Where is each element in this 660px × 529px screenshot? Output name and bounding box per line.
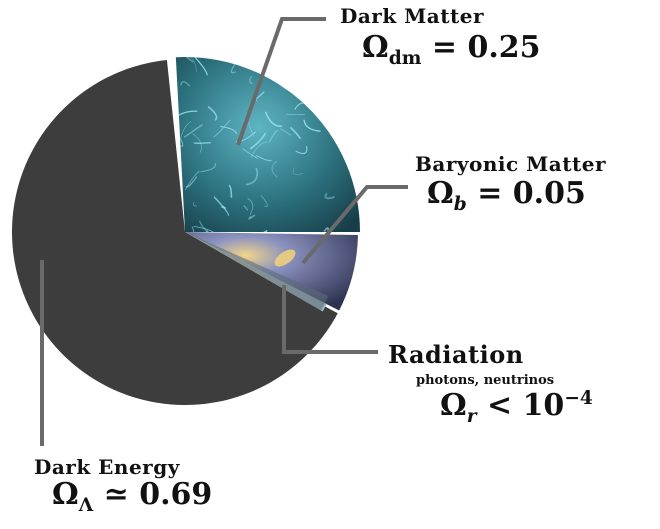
dm-filament (324, 192, 335, 200)
label-radiation: Radiation photons, neutrinos Ωr < 10−4 (388, 340, 593, 427)
dm-filament (303, 119, 321, 132)
dm-filament (213, 196, 230, 216)
dm-filament (228, 184, 233, 198)
dm-filament (186, 57, 197, 73)
dm-filament (220, 125, 238, 135)
dark-matter-name: Dark Matter (340, 4, 484, 28)
dm-filament (245, 167, 259, 186)
dm-filament (200, 163, 216, 173)
dm-filament (264, 111, 283, 127)
dm-filament (198, 220, 220, 233)
dm-filament (249, 132, 267, 150)
dark-matter-formula: Ωdm = 0.25 (362, 30, 541, 69)
dm-filament (250, 141, 268, 158)
slice-dark-energy (11, 59, 338, 406)
dm-filament (207, 105, 218, 121)
dm-filament (193, 141, 211, 144)
dm-filament (289, 126, 302, 140)
dm-filament (292, 167, 304, 176)
dm-filament (260, 195, 268, 207)
dm-filament (193, 202, 197, 207)
dm-filament (213, 119, 231, 138)
dm-filament (319, 84, 328, 89)
dm-filament (271, 160, 278, 178)
dm-filament (179, 81, 191, 87)
radiation-slice-edge (185, 232, 329, 311)
dm-filament (176, 57, 195, 63)
dm-filament (185, 176, 198, 188)
dm-filament (197, 229, 209, 233)
dm-filament (242, 148, 259, 160)
dark-energy-formula: ΩΛ ≃ 0.69 (52, 477, 213, 516)
leader-dark-matter (236, 17, 326, 146)
dm-filament (183, 124, 203, 138)
dm-filament (304, 59, 319, 81)
dm-filament (249, 75, 253, 85)
dm-filament (286, 113, 306, 115)
dm-filament (220, 205, 227, 209)
dm-filament (268, 129, 279, 143)
dm-filament (178, 110, 198, 116)
dm-filament (291, 78, 298, 85)
dm-filament (248, 214, 256, 220)
baryonic-matter-formula: Ωb = 0.05 (427, 176, 586, 215)
dm-filament (191, 226, 195, 233)
dm-filament (349, 108, 360, 118)
dm-filament (243, 205, 249, 211)
radiation-formula: Ωr < 10−4 (440, 388, 593, 427)
galaxy-core (274, 249, 296, 267)
label-dark-matter: Dark Matter Ωdm = 0.25 (340, 4, 541, 69)
radiation-name: Radiation (388, 340, 524, 369)
radiation-note: photons, neutrinos (416, 373, 555, 388)
dm-filament (251, 229, 268, 233)
dark-energy-name: Dark Energy (34, 455, 180, 479)
dm-filament (192, 57, 208, 76)
dm-filament (184, 170, 200, 191)
label-dark-energy: Dark Energy ΩΛ ≃ 0.69 (34, 455, 212, 516)
slice-dark-matter (175, 57, 360, 233)
dm-filament (295, 145, 308, 154)
dm-filament (255, 154, 272, 162)
dm-filament (279, 128, 292, 136)
label-baryonic-matter: Baryonic Matter Ωb = 0.05 (415, 152, 606, 215)
dm-filament (180, 121, 192, 139)
dm-filament (247, 197, 254, 216)
leader-baryonic-matter (301, 185, 408, 265)
baryonic-matter-name: Baryonic Matter (415, 152, 606, 176)
dm-filament (266, 64, 284, 75)
leader-radiation (282, 285, 378, 354)
dm-filament (248, 122, 255, 137)
dm-filament (248, 62, 259, 66)
dm-filament (193, 225, 214, 233)
